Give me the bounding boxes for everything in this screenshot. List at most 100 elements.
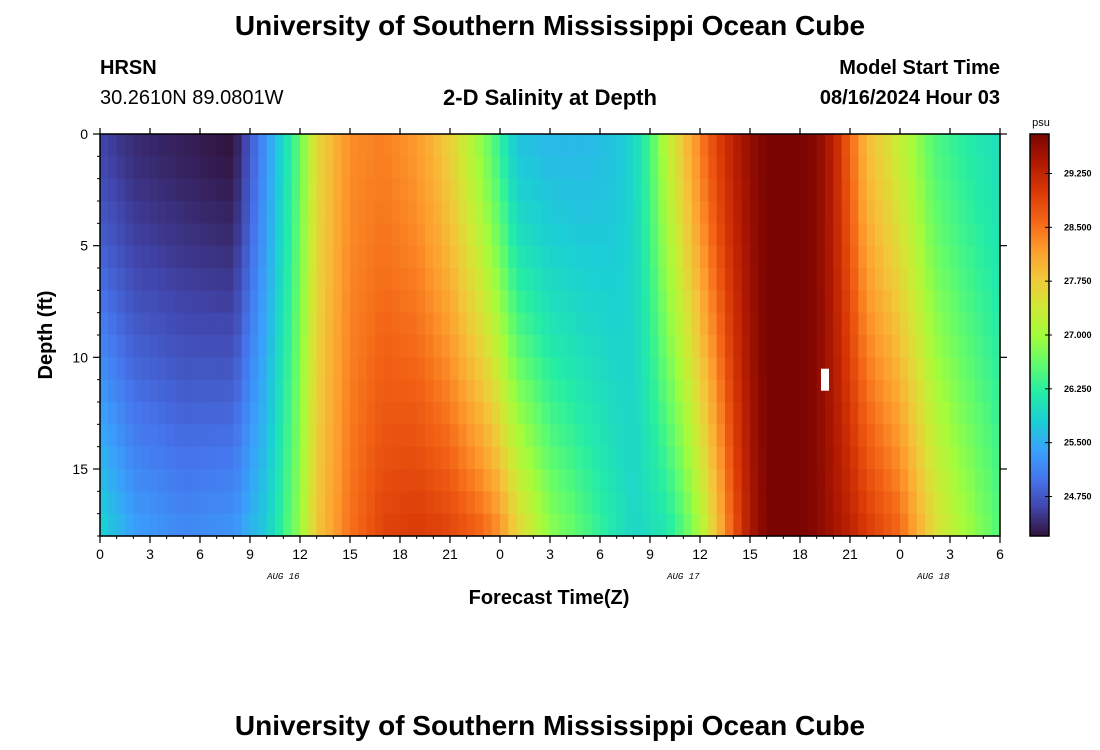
heatmap-cell [758,424,768,448]
heatmap-cell [850,357,859,381]
heatmap-cell [616,446,626,470]
heatmap-cell [550,156,559,180]
heatmap-cell [975,513,984,537]
heatmap-cell [191,268,201,291]
heatmap-cell [916,402,926,425]
heatmap-cell [366,379,376,403]
heatmap-cell [133,245,143,269]
heatmap-cell [900,268,909,291]
heatmap-cell [158,335,168,358]
heatmap-cell [108,290,118,314]
heatmap-cell [166,268,176,291]
heatmap-cell [491,469,501,492]
heatmap-cell [858,134,868,157]
x-tick-label: 6 [996,546,1004,562]
heatmap-cell [516,513,526,537]
heatmap-cell [158,290,168,314]
heatmap-cell [833,469,843,492]
heatmap-cell [975,268,984,291]
heatmap-cell [600,402,609,425]
heatmap-cell [283,402,293,425]
heatmap-cell [225,424,234,448]
heatmap-cell [566,312,576,336]
heatmap-cell [366,513,376,537]
heatmap-cell [216,223,226,247]
heatmap-cell [825,357,834,381]
heatmap-cell [925,335,934,358]
heatmap-cell [133,178,143,202]
heatmap-cell [975,223,984,247]
heatmap-cell [116,424,126,448]
heatmap-cell [908,290,918,314]
heatmap-cell [850,201,859,224]
heatmap-cell [775,223,784,247]
heatmap-cell [450,469,459,492]
heatmap-cell [791,379,801,403]
heatmap-cell [708,223,718,247]
heatmap-cell [541,312,551,336]
heatmap-cell [325,312,334,336]
heatmap-cell [291,424,301,448]
heatmap-cell [883,357,893,381]
heatmap-cell [858,268,868,291]
heatmap-cell [266,446,276,470]
heatmap-cell [491,402,501,425]
heatmap-cell [525,134,534,157]
heatmap-cell [166,491,176,515]
heatmap-cell [966,402,976,425]
x-tick-label: 15 [342,546,358,562]
heatmap-cell [383,491,393,515]
heatmap-cell [250,357,259,381]
heatmap-cell [358,335,368,358]
heatmap-cell [766,290,776,314]
heatmap-cell [458,446,468,470]
heatmap-cell [108,357,118,381]
heatmap-cell [891,424,901,448]
heatmap-cell [266,402,276,425]
heatmap-cell [658,312,668,336]
heatmap-cell [125,379,134,403]
heatmap-cell [266,268,276,291]
heatmap-cell [141,469,151,492]
y-tick-label: 10 [72,349,88,365]
missing-data-cell [821,368,829,391]
heatmap-cell [316,491,326,515]
heatmap-cell [733,424,743,448]
heatmap-cell [541,491,551,515]
heatmap-cell [308,402,318,425]
heatmap-cell [141,290,151,314]
heatmap-cell [183,446,193,470]
heatmap-cell [775,491,784,515]
heatmap-cell [158,268,168,291]
heatmap-cell [575,335,584,358]
heatmap-cell [275,245,284,269]
heatmap-cell [300,469,309,492]
heatmap-cell [483,245,493,269]
heatmap-cell [541,469,551,492]
heatmap-cell [491,134,501,157]
x-tick-label: 18 [792,546,808,562]
heatmap-cell [525,379,534,403]
heatmap-cell [325,201,334,224]
heatmap-cell [458,513,468,537]
heatmap-cell [608,134,618,157]
heatmap-cell [400,245,409,269]
heatmap-cell [725,379,734,403]
heatmap-cell [816,178,826,202]
heatmap-cell [416,290,426,314]
heatmap-cell [141,402,151,425]
heatmap-cell [341,268,351,291]
heatmap-cell [741,491,751,515]
heatmap-cell [183,178,193,202]
heatmap-cell [300,268,309,291]
x-tick-label: 9 [646,546,654,562]
heatmap-cell [800,491,809,515]
heatmap-cell [575,156,584,180]
heatmap-cell [933,513,943,537]
heatmap-cell [700,335,709,358]
heatmap-cell [583,424,593,448]
heatmap-cell [158,134,168,157]
heatmap-cell [775,134,784,157]
heatmap-cell [200,223,209,247]
heatmap-cell [883,156,893,180]
